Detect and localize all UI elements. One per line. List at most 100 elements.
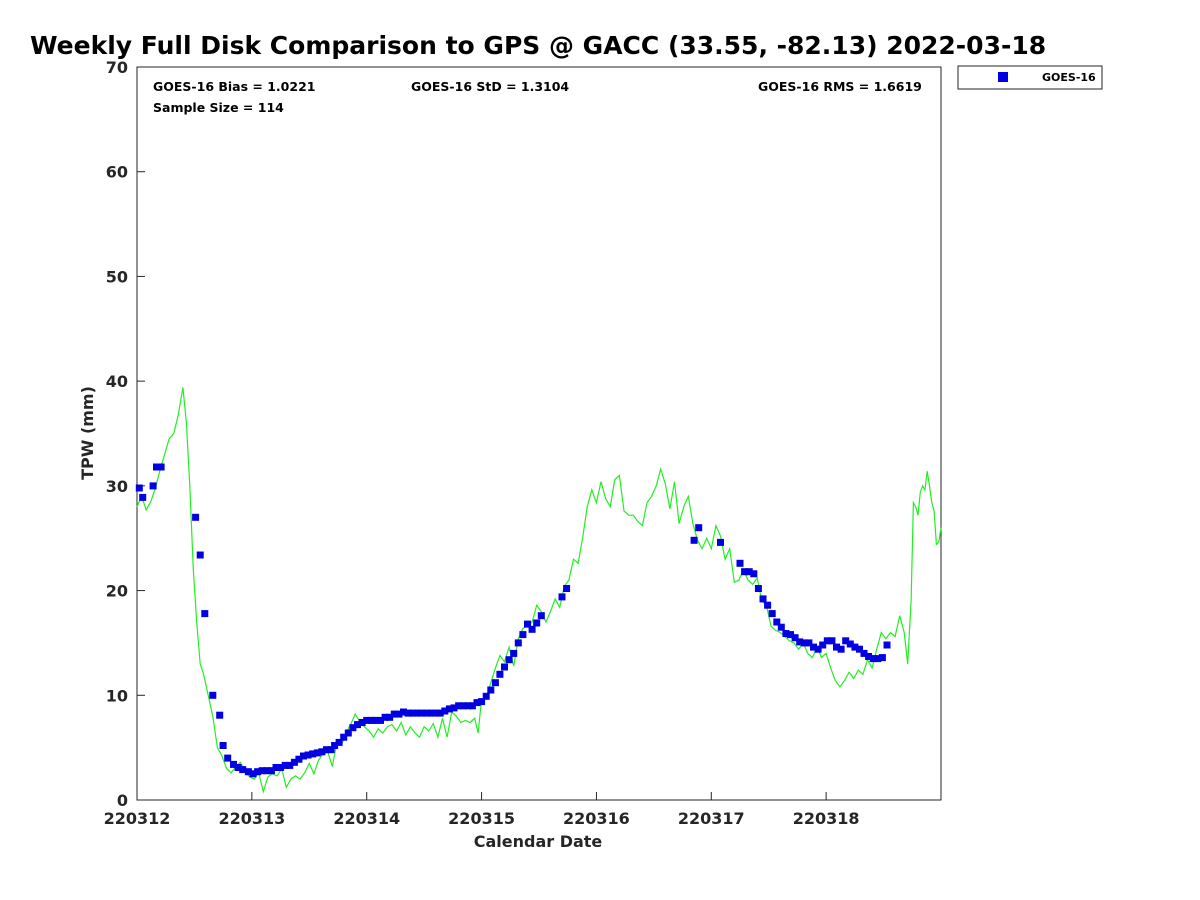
- goes16-data-point: [528, 625, 536, 633]
- goes16-data-point: [869, 655, 877, 663]
- goes16-data-point: [313, 749, 321, 757]
- goes16-data-point: [267, 767, 275, 775]
- goes16-data-point: [823, 637, 831, 645]
- goes16-data-point: [464, 702, 472, 710]
- goes16-data-point: [563, 585, 571, 592]
- goes16-data-point: [344, 729, 352, 737]
- goes16-data-point: [224, 754, 232, 762]
- goes16-data-point: [367, 716, 375, 724]
- x-tick-label: 220318: [793, 809, 860, 828]
- goes16-data-point: [386, 713, 394, 721]
- goes16-data-point: [404, 709, 412, 717]
- goes16-data-point: [782, 630, 790, 637]
- goes16-data-point: [478, 698, 486, 706]
- bias-stat: GOES-16 Bias = 1.0221: [153, 79, 315, 94]
- goes16-data-point: [295, 755, 303, 763]
- legend-label: GOES-16: [1042, 71, 1096, 84]
- goes16-data-point: [286, 761, 294, 769]
- y-tick-label: 70: [106, 58, 128, 77]
- goes16-data-point: [510, 649, 518, 657]
- goes16-data-point: [468, 702, 476, 710]
- goes16-data-point: [805, 639, 813, 647]
- goes16-data-point: [254, 768, 262, 776]
- y-tick-label: 60: [106, 163, 128, 182]
- goes16-data-point: [304, 751, 312, 759]
- goes16-data-point: [851, 643, 859, 651]
- goes16-data-point: [363, 716, 371, 724]
- goes16-data-point: [878, 654, 886, 662]
- goes16-data-point: [445, 705, 453, 713]
- goes16-data-point: [153, 463, 160, 471]
- std-stat: GOES-16 StD = 1.3104: [411, 79, 569, 94]
- goes16-data-point: [427, 709, 435, 717]
- goes16-data-point: [524, 620, 531, 628]
- x-axis: 220312 220313 220314 220315 220316 220317 2203…: [104, 792, 860, 828]
- goes16-data-point: [413, 709, 421, 717]
- goes16-data-point: [349, 724, 357, 732]
- goes16-data-point: [695, 524, 703, 532]
- x-axis-label: Calendar Date: [474, 832, 603, 851]
- goes16-data-point: [455, 702, 463, 710]
- goes16-data-point: [856, 645, 863, 653]
- goes16-data-point: [501, 663, 508, 671]
- goes16-data-point: [377, 716, 384, 724]
- goes16-data-point: [400, 708, 407, 716]
- goes16-data-point: [281, 761, 289, 769]
- goes16-data-point: [819, 641, 827, 649]
- goes16-data-point: [323, 746, 330, 754]
- y-tick-label: 30: [106, 477, 128, 496]
- goes16-data-point: [249, 770, 257, 778]
- goes16-data-point: [418, 709, 426, 717]
- goes16-markers: [135, 463, 891, 778]
- goes16-data-point: [741, 568, 749, 576]
- goes16-data-point: [860, 649, 868, 657]
- goes16-data-point: [263, 767, 271, 775]
- goes16-data-point: [690, 536, 698, 544]
- goes16-data-point: [450, 704, 458, 712]
- goes16-data-point: [441, 707, 449, 715]
- goes16-data-point: [239, 766, 247, 774]
- goes16-data-point: [750, 570, 758, 578]
- y-axis-label: TPW (mm): [78, 386, 97, 480]
- goes16-data-point: [340, 733, 348, 741]
- gps-tpw-line-path: [136, 387, 942, 794]
- goes16-data-point: [244, 768, 252, 776]
- legend-box: [957, 65, 1103, 90]
- goes16-data-point: [201, 610, 209, 618]
- goes16-data-point: [300, 752, 307, 760]
- goes16-data-point: [865, 653, 873, 660]
- goes16-data-point: [157, 463, 165, 471]
- goes16-data-point: [537, 612, 545, 620]
- goes16-data-point: [796, 638, 804, 646]
- goes16-data-point: [833, 643, 840, 651]
- goes16-data-point: [331, 742, 339, 749]
- goes16-data-point: [491, 679, 499, 687]
- goes16-data-point: [372, 716, 380, 724]
- goes16-data-point: [459, 702, 467, 710]
- goes16-data-point: [505, 656, 513, 664]
- x-tick-label: 220312: [104, 809, 171, 828]
- goes16-data-point: [390, 710, 398, 718]
- rms-stat: GOES-16 RMS = 1.6619: [758, 79, 922, 94]
- x-tick-label: 220317: [678, 809, 745, 828]
- goes16-data-point: [745, 568, 753, 576]
- goes16-data-point: [519, 631, 527, 639]
- goes16-data-point: [473, 699, 481, 707]
- goes16-data-point: [395, 710, 403, 718]
- goes16-data-point: [837, 645, 845, 653]
- sample-size-stat: Sample Size = 114: [153, 100, 284, 115]
- goes16-data-point: [773, 618, 781, 626]
- goes16-data-point: [846, 640, 854, 648]
- y-tick-label: 0: [117, 791, 128, 810]
- goes16-data-point: [482, 692, 490, 700]
- legend-marker-icon: [998, 72, 1008, 82]
- y-tick-label: 40: [106, 372, 128, 391]
- goes16-data-point: [814, 645, 822, 653]
- plot-area: [136, 66, 942, 801]
- goes16-data-point: [196, 551, 204, 559]
- goes16-data-point: [874, 655, 882, 663]
- goes16-data-point: [768, 610, 776, 618]
- goes16-data-point: [216, 711, 224, 719]
- gps-tpw-line: [136, 387, 942, 794]
